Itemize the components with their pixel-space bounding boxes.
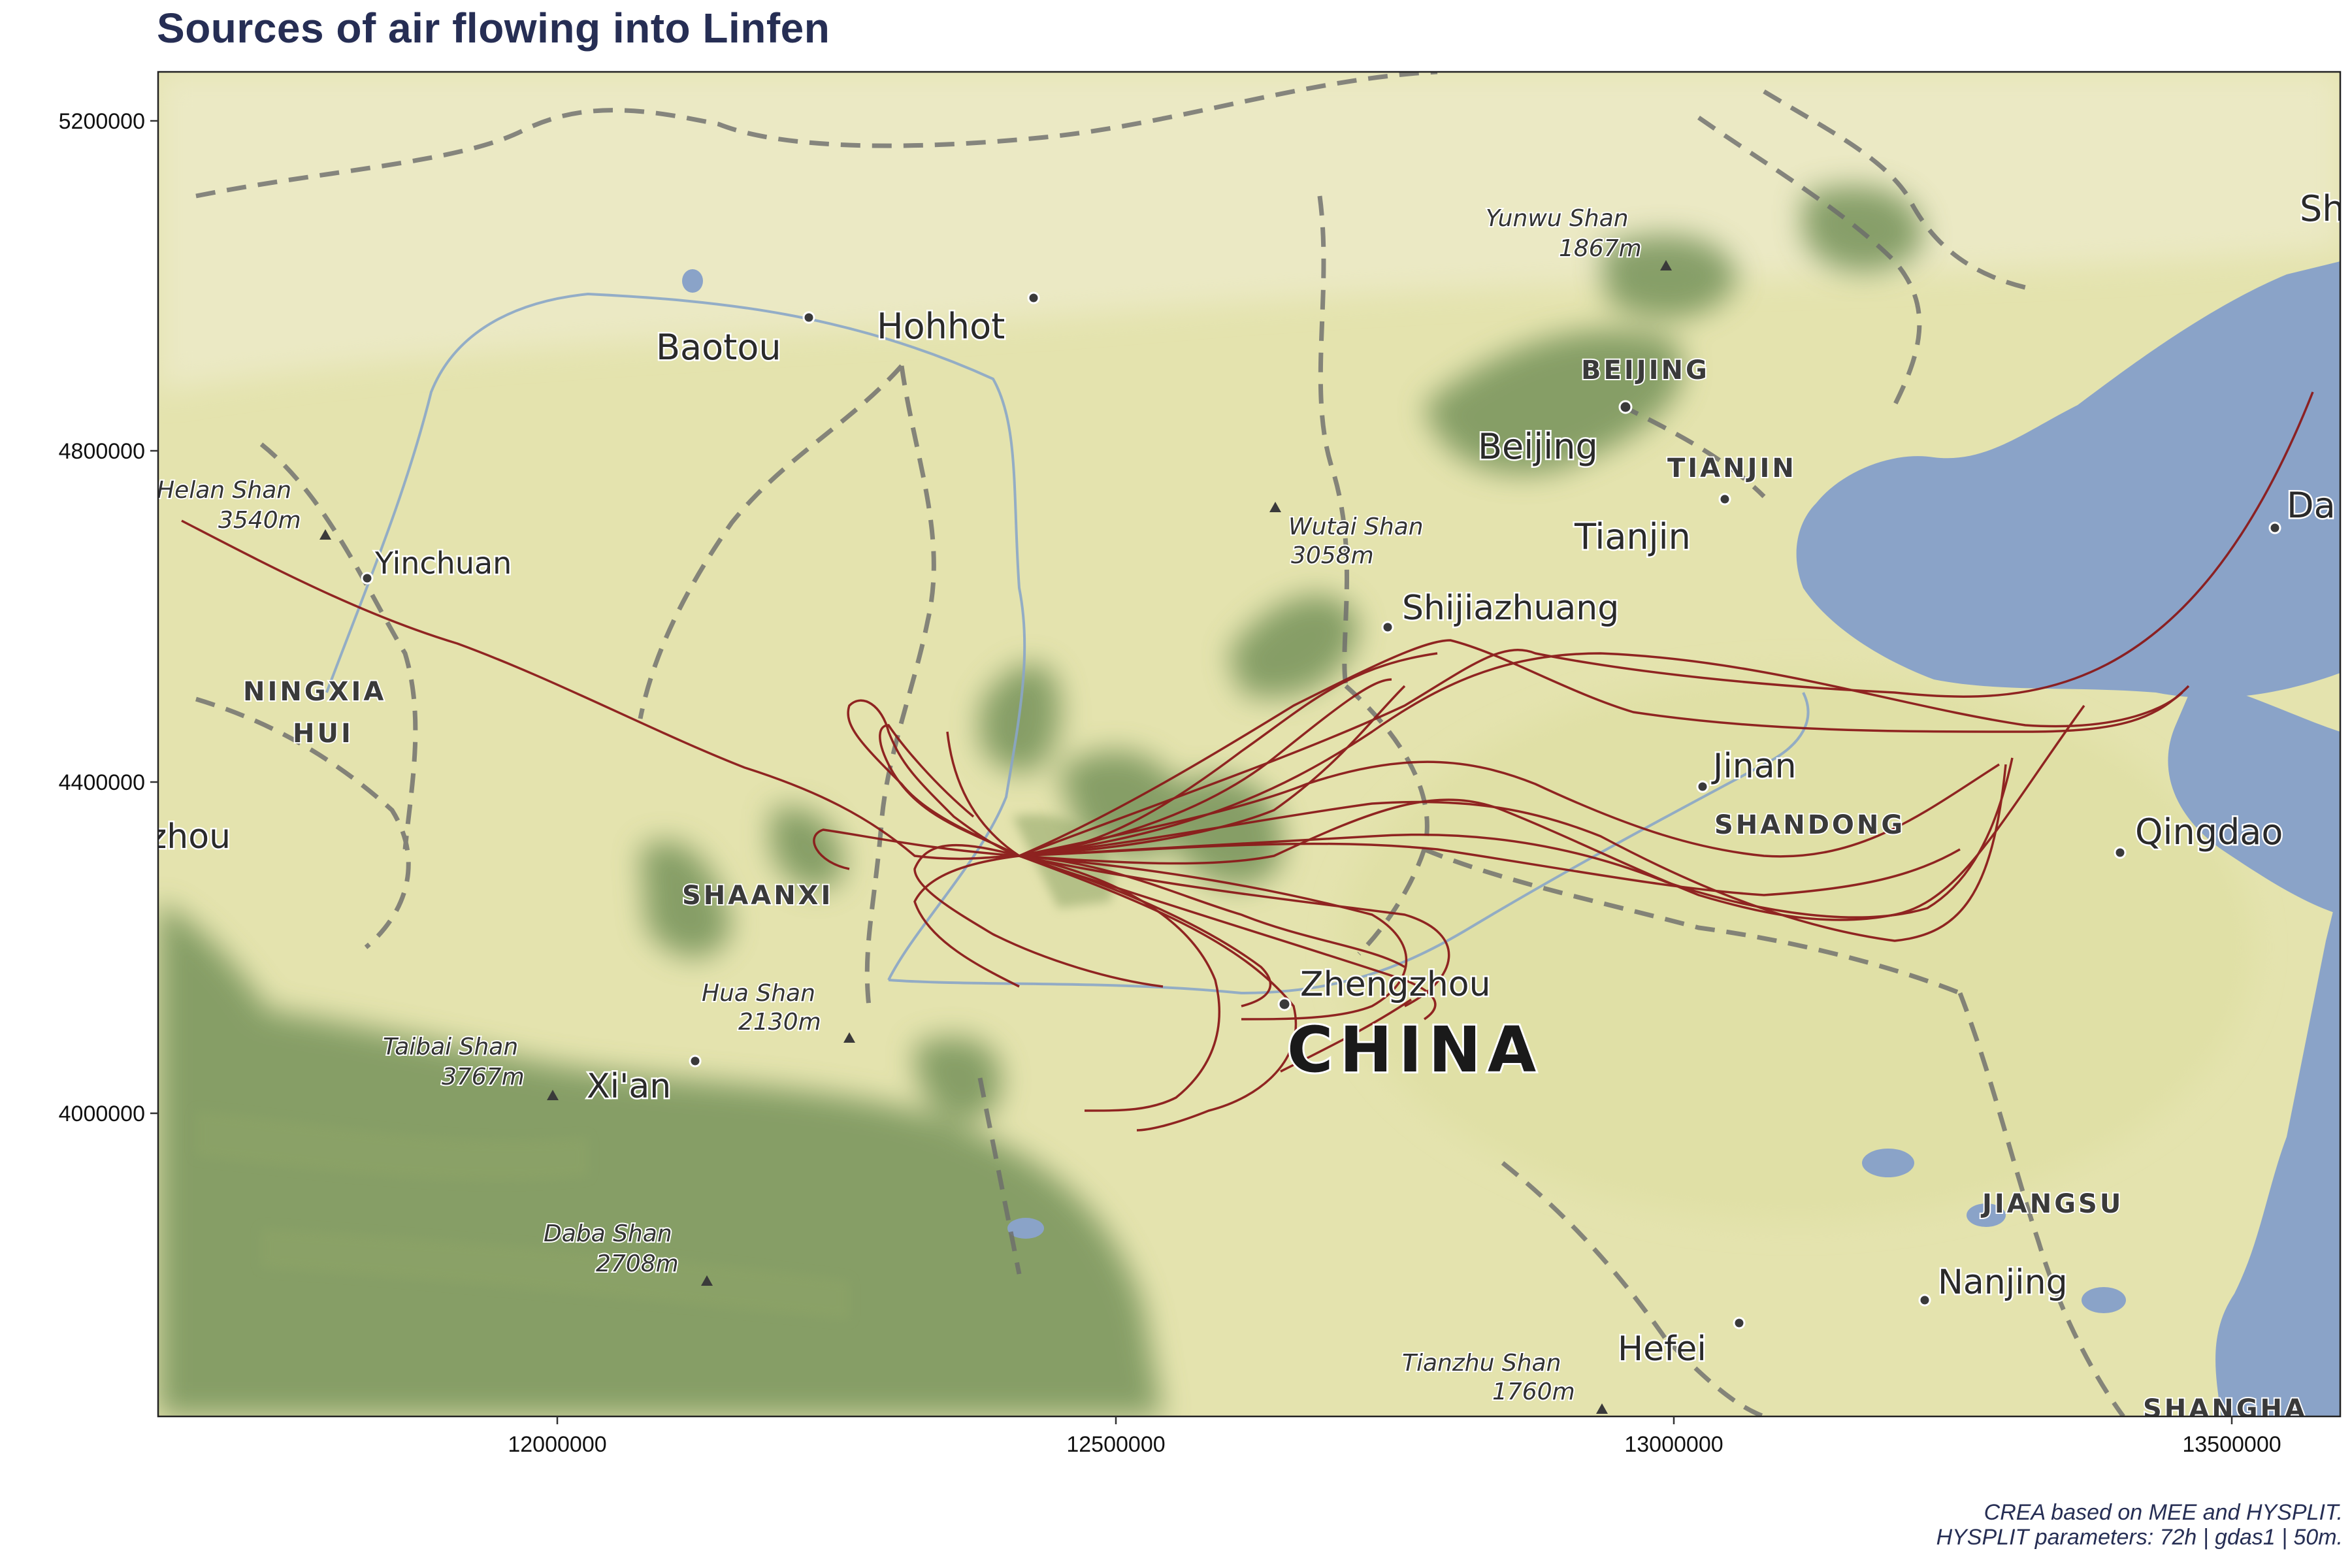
x-tick-label: 12500000	[1066, 1432, 1165, 1457]
label-peak-hua-name: Hua Shan	[702, 980, 815, 1007]
label-tianjin: Tianjin	[1574, 516, 1691, 557]
label-lanzhou-partial: zhou	[149, 817, 231, 857]
label-peak-wutai-name: Wutai Shan	[1288, 514, 1424, 540]
label-region-hui: HUI	[293, 719, 353, 749]
label-peak-yunwu-name: Yunwu Shan	[1486, 205, 1629, 232]
y-axis: 5200000 4800000 4400000 4000000	[59, 109, 158, 1126]
y-tick-label: 4800000	[59, 439, 145, 464]
label-yinchuan: Yinchuan	[374, 546, 512, 581]
x-tick-label: 12000000	[508, 1432, 606, 1457]
map-labels: Baotou Hohhot Beijing Tianjin Yinchuan S…	[149, 187, 2345, 1424]
label-jinan: Jinan	[1711, 747, 1797, 786]
credit-line-source: CREA based on MEE and HYSPLIT.	[1984, 1500, 2343, 1525]
label-region-shaanxi: SHAANXI	[682, 881, 833, 911]
label-peak-taibai-name: Taibai Shan	[383, 1034, 518, 1060]
x-axis: 12000000 12500000 13000000 13500000	[508, 1416, 2281, 1457]
label-region-tianjin: TIANJIN	[1667, 453, 1797, 483]
trajectory-lines	[181, 391, 2314, 1132]
label-nanjing: Nanjing	[1938, 1263, 2068, 1302]
peak-markers	[319, 260, 1672, 1414]
northern-steppe	[158, 72, 2340, 392]
y-tick-label: 5200000	[59, 109, 145, 134]
label-region-shanghai-partial: SHANGHA	[2143, 1394, 2308, 1424]
label-peak-helan-name: Helan Shan	[157, 477, 291, 504]
page-title: Sources of air flowing into Linfen	[157, 5, 830, 52]
label-baotou: Baotou	[656, 327, 781, 368]
label-beijing: Beijing	[1478, 426, 1598, 467]
label-shijiazhuang: Shijiazhuang	[1402, 589, 1619, 628]
province-borders	[195, 72, 2125, 1416]
label-region-shandong: SHANDONG	[1714, 810, 1905, 840]
map-panel-border	[157, 71, 2342, 1418]
label-xian: Xi'an	[587, 1067, 671, 1106]
label-peak-yunwu-elev: 1867m	[1559, 235, 1642, 262]
label-sh-partial: Sh	[2300, 188, 2345, 229]
x-tick-label: 13000000	[1624, 1432, 1723, 1457]
label-region-beijing: BEIJING	[1581, 355, 1710, 385]
lakes	[682, 269, 2126, 1313]
label-hohhot: Hohhot	[877, 306, 1005, 347]
rivers	[325, 292, 1810, 995]
ridge-details	[196, 814, 1113, 1320]
mountain-relief	[158, 186, 1923, 1416]
label-hefei: Hefei	[1618, 1330, 1707, 1369]
label-peak-tianzhu-name: Tianzhu Shan	[1402, 1350, 1561, 1377]
source-credit: CREA based on MEE and HYSPLIT. HYSPLIT p…	[1936, 1500, 2343, 1550]
label-peak-helan-elev: 3540m	[218, 507, 301, 534]
label-region-jiangsu: JIANGSU	[1980, 1189, 2123, 1219]
label-peak-hua-elev: 2130m	[738, 1009, 821, 1036]
label-peak-tianzhu-elev: 1760m	[1492, 1379, 1575, 1405]
label-zhengzhou: Zhengzhou	[1300, 965, 1491, 1004]
label-peak-daba-elev: 2708m	[596, 1250, 679, 1277]
city-markers	[361, 291, 2281, 1330]
label-country-china: CHINA	[1287, 1013, 1543, 1086]
label-region-ningxia: NINGXIA	[243, 677, 386, 707]
label-peak-taibai-elev: 3767m	[442, 1064, 525, 1090]
credit-line-parameters: HYSPLIT parameters: 72h | gdas1 | 50m.	[1936, 1525, 2343, 1550]
label-peak-wutai-elev: 3058m	[1291, 542, 1374, 569]
basemap: Baotou Hohhot Beijing Tianjin Yinchuan S…	[149, 72, 2345, 1424]
label-qingdao: Qingdao	[2135, 811, 2283, 853]
label-dalian-partial: Da	[2287, 485, 2336, 526]
x-tick-label: 13500000	[2182, 1432, 2281, 1457]
y-tick-label: 4000000	[59, 1102, 145, 1126]
label-peak-daba-name: Daba Shan	[544, 1220, 672, 1247]
seas	[1796, 261, 2340, 1416]
north-china-plain	[1339, 673, 2254, 1222]
y-tick-label: 4400000	[59, 770, 145, 795]
